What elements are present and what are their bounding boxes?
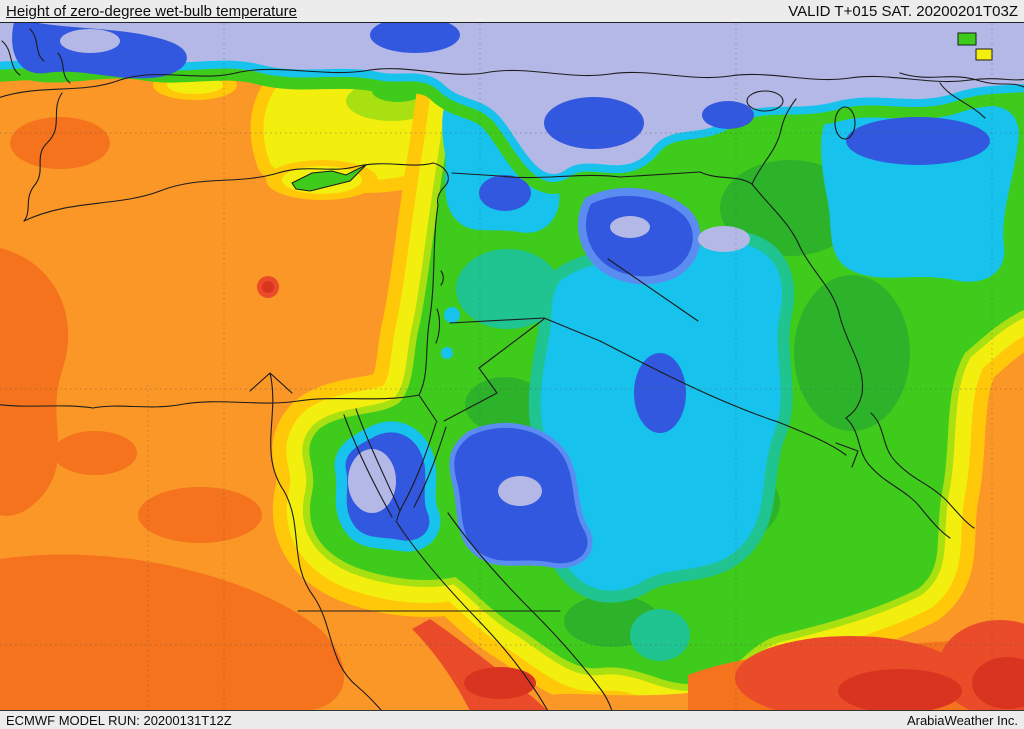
syria-jordan-border: [449, 317, 601, 342]
lake-van-outline: [746, 90, 784, 112]
contour-blob: [456, 249, 560, 329]
map-title: Height of zero-degree wet-bulb temperatu…: [6, 2, 297, 20]
contour-blob: [634, 353, 686, 433]
turkey-syria-border: [451, 171, 753, 185]
contour-blob: [794, 275, 910, 431]
contour-blob: [464, 667, 536, 699]
gulf-of-aqaba-coast: [396, 422, 447, 521]
contour-blob: [441, 347, 453, 359]
contour-blob: [544, 97, 644, 149]
contour-blob: [348, 449, 396, 513]
highland-lake-patch: [975, 48, 993, 61]
contour-blob: [479, 175, 531, 211]
jordan-valley-lakes: [435, 270, 444, 344]
aegean-coastline: [1, 28, 71, 222]
contour-blob: [60, 29, 120, 53]
contour-blob: [498, 476, 542, 506]
header-bar: Height of zero-degree wet-bulb temperatu…: [0, 0, 1024, 22]
north-cool-band: [0, 23, 1024, 285]
contour-blob: [53, 431, 137, 475]
model-run-label: ECMWF MODEL RUN: 20200131T12Z: [6, 712, 232, 728]
turkey-iran-border: [751, 98, 797, 185]
iraq-iran-border: [751, 183, 864, 419]
contour-blob: [10, 117, 110, 169]
contour-warm-south: [257, 276, 1024, 710]
contour-blob: [972, 657, 1024, 709]
jordan-saudi-border: [443, 318, 545, 422]
syria-iraq-border: [607, 258, 699, 322]
contour-blob: [698, 226, 750, 252]
map-area: [0, 22, 1024, 710]
footer-bar: ECMWF MODEL RUN: 20200131T12Z ArabiaWeat…: [0, 710, 1024, 729]
contour-blob: [0, 248, 69, 516]
weather-map: [0, 23, 1024, 710]
attribution-label: ArabiaWeather Inc.: [906, 712, 1018, 728]
black-sea-coastline: [0, 68, 1024, 99]
highland-lake-patch: [957, 32, 977, 46]
nile-river: [249, 372, 382, 710]
contour-blob: [262, 281, 274, 293]
contour-blob: [610, 216, 650, 238]
cyprus-island: [291, 164, 367, 192]
contour-blob: [630, 609, 690, 661]
coastlines-and-borders: [0, 28, 1024, 710]
contour-blob: [548, 693, 688, 710]
contour-blob: [465, 377, 545, 433]
gulf-of-suez-coast: [343, 408, 401, 518]
contour-blob: [0, 554, 345, 710]
contour-blob: [138, 487, 262, 543]
valid-time-label: VALID T+015 SAT. 20200201T03Z: [788, 2, 1018, 20]
contour-blob: [846, 117, 990, 165]
contour-blob: [702, 101, 754, 129]
contour-blob: [838, 669, 962, 710]
persian-gulf-coast: [845, 412, 975, 539]
cyprus-region: [266, 160, 378, 200]
contour-blob: [444, 307, 460, 323]
mediterranean-coastline: [0, 162, 449, 409]
contour-warm-cores: [0, 117, 345, 710]
lake-urmia-outline: [834, 106, 856, 140]
iraq-saudi-border: [599, 340, 847, 456]
contour-blob: [370, 23, 460, 53]
caucasus-borders: [899, 72, 1024, 119]
kuwait-border: [835, 442, 859, 468]
egypt-israel-border: [418, 394, 438, 423]
red-sea-coastline: [395, 512, 613, 710]
